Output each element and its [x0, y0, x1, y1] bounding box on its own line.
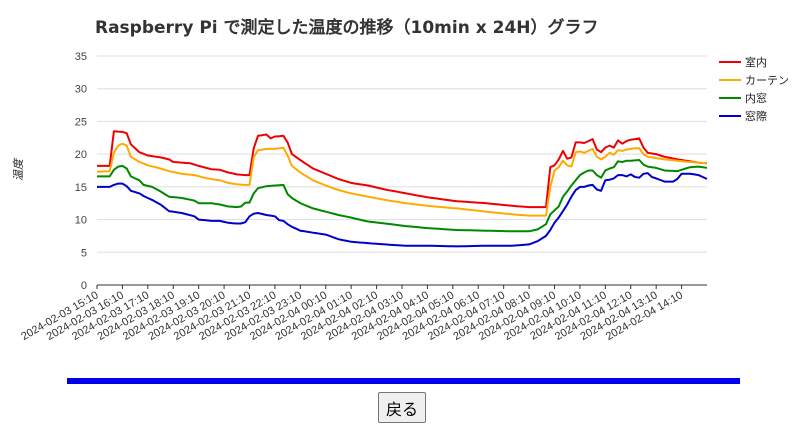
series-line-3: [97, 159, 708, 233]
y-tick-label: 30: [75, 84, 87, 96]
back-button[interactable]: 戻る: [378, 392, 426, 423]
y-tick-label: 20: [75, 149, 87, 161]
series-lines: [96, 130, 708, 248]
gridlines: [97, 55, 707, 286]
y-tick-label: 35: [75, 51, 87, 63]
legend-label: カーテン: [745, 74, 789, 87]
y-tick-label: 10: [75, 215, 87, 227]
y-tick-label: 25: [75, 116, 87, 128]
chart-title: Raspberry Pi で測定した温度の推移（10min x 24H）グラフ: [95, 17, 599, 38]
y-tick-label: 5: [81, 247, 87, 259]
y-tick-label: 15: [75, 182, 87, 194]
y-axis-label: 温度: [12, 157, 25, 181]
legend-label: 窓際: [745, 109, 767, 123]
series-line-4: [97, 172, 708, 248]
divider-bar: [67, 378, 740, 384]
legend-label: 室内: [745, 55, 767, 69]
series-line-1: [97, 130, 708, 209]
x-axis: [96, 285, 683, 289]
chart-svg: Raspberry Pi で測定した温度の推移（10min x 24H）グラフ …: [12, 17, 789, 343]
y-tick-labels: 0 5 10 15 20 25 30 35: [75, 51, 87, 292]
legend-label: 内窓: [745, 91, 767, 105]
temperature-chart: Raspberry Pi で測定した温度の推移（10min x 24H）グラフ …: [12, 17, 789, 343]
y-tick-label: 0: [81, 280, 87, 292]
series-line-2: [96, 142, 708, 217]
